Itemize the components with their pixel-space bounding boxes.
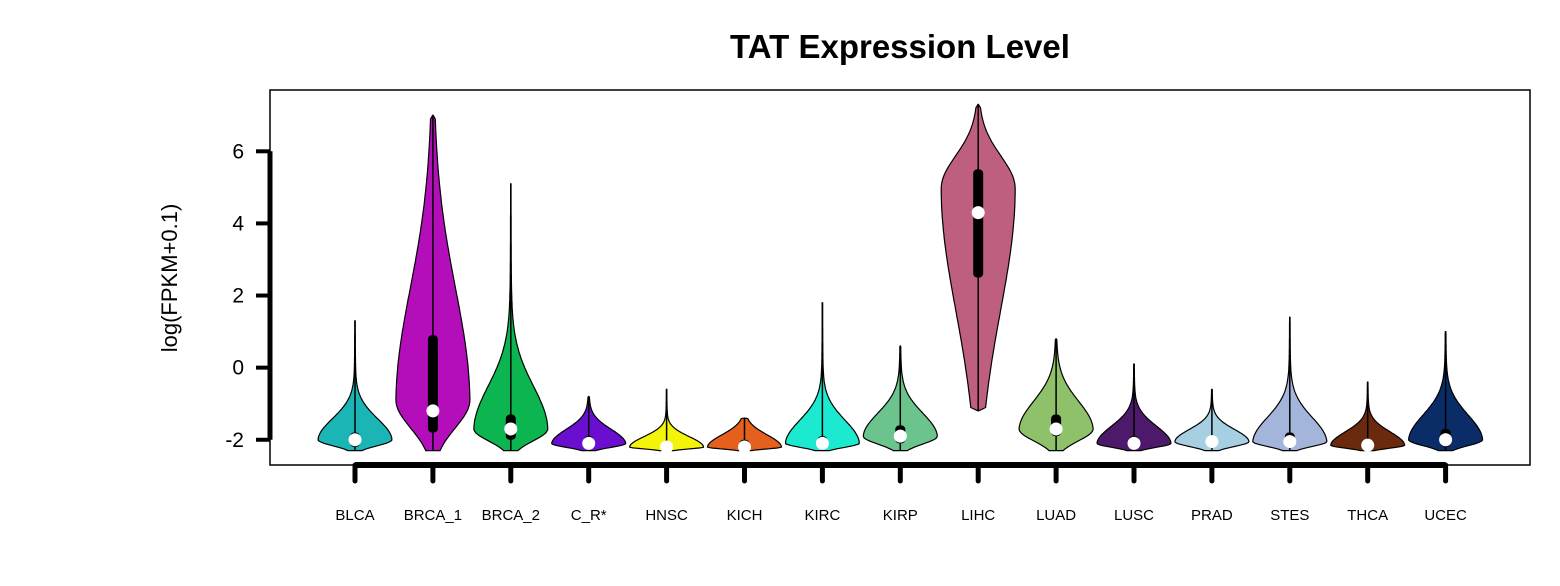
violin-median-point bbox=[971, 206, 985, 220]
violin-thca bbox=[1330, 381, 1406, 452]
violin-blca bbox=[317, 320, 393, 452]
violin-median-point bbox=[1361, 438, 1375, 452]
violin-luad bbox=[1018, 338, 1094, 452]
violin-kich bbox=[706, 417, 783, 454]
violin-kirc bbox=[784, 302, 860, 452]
violin-median-point bbox=[1049, 422, 1063, 436]
violin-brca-2 bbox=[473, 183, 549, 452]
violin-c-r- bbox=[551, 395, 627, 452]
violin-median-point bbox=[426, 404, 440, 418]
x-tick-label: KIRC bbox=[804, 507, 840, 524]
x-tick-label: PRAD bbox=[1191, 507, 1233, 524]
x-tick-label: LUAD bbox=[1036, 507, 1076, 524]
violins bbox=[317, 103, 1484, 454]
x-axis: BLCA BRCA_1 BRCA_2 C_R* HNSC KICH KIRC KIRP LIHC… bbox=[335, 462, 1467, 524]
violin-median-point bbox=[582, 436, 596, 450]
y-tick-label: 2 bbox=[232, 285, 244, 308]
violin-median-point bbox=[738, 440, 751, 454]
violin-median-point bbox=[660, 440, 674, 454]
x-tick-label: KICH bbox=[727, 507, 763, 524]
y-axis-label: log(FPKM+0.1) bbox=[157, 204, 182, 353]
violin-median-point bbox=[1127, 436, 1141, 450]
violin-median-point bbox=[893, 429, 907, 443]
violin-iqr-box bbox=[973, 169, 984, 278]
y-tick-label: 4 bbox=[232, 212, 244, 235]
violin-median-point bbox=[348, 433, 362, 447]
y-tick-label: 6 bbox=[232, 140, 244, 163]
violin-prad bbox=[1174, 388, 1250, 452]
y-axis: -2 0 2 4 6 bbox=[225, 140, 273, 452]
y-tick-label: 0 bbox=[232, 357, 244, 380]
chart-title: TAT Expression Level bbox=[730, 28, 1070, 65]
x-tick-label: BRCA_1 bbox=[404, 507, 462, 524]
violin-kirp bbox=[862, 345, 938, 452]
violin-median-point bbox=[815, 436, 829, 450]
violin-lusc bbox=[1096, 363, 1172, 452]
x-tick-label: LIHC bbox=[961, 507, 995, 524]
y-tick-label: -2 bbox=[225, 429, 244, 452]
violin-hnsc bbox=[629, 388, 705, 454]
x-tick-label: BRCA_2 bbox=[482, 507, 540, 524]
violin-brca-1 bbox=[395, 114, 471, 452]
x-tick-label: LUSC bbox=[1114, 507, 1154, 524]
violin-iqr-box bbox=[427, 335, 438, 433]
violin-median-point bbox=[1205, 435, 1219, 449]
x-tick-label: C_R* bbox=[571, 507, 607, 524]
violin-stes bbox=[1252, 316, 1328, 452]
violin-median-point bbox=[504, 422, 518, 436]
violin-median-point bbox=[1283, 435, 1297, 449]
violin-ucec bbox=[1407, 331, 1484, 452]
x-tick-label: THCA bbox=[1347, 507, 1388, 524]
x-tick-label: STES bbox=[1270, 507, 1309, 524]
x-tick-label: HNSC bbox=[645, 507, 688, 524]
x-tick-label: UCEC bbox=[1424, 507, 1467, 524]
x-tick-label: KIRP bbox=[883, 507, 918, 524]
violin-lihc bbox=[940, 103, 1016, 412]
x-tick-label: BLCA bbox=[335, 507, 374, 524]
violin-median-point bbox=[1439, 433, 1453, 447]
